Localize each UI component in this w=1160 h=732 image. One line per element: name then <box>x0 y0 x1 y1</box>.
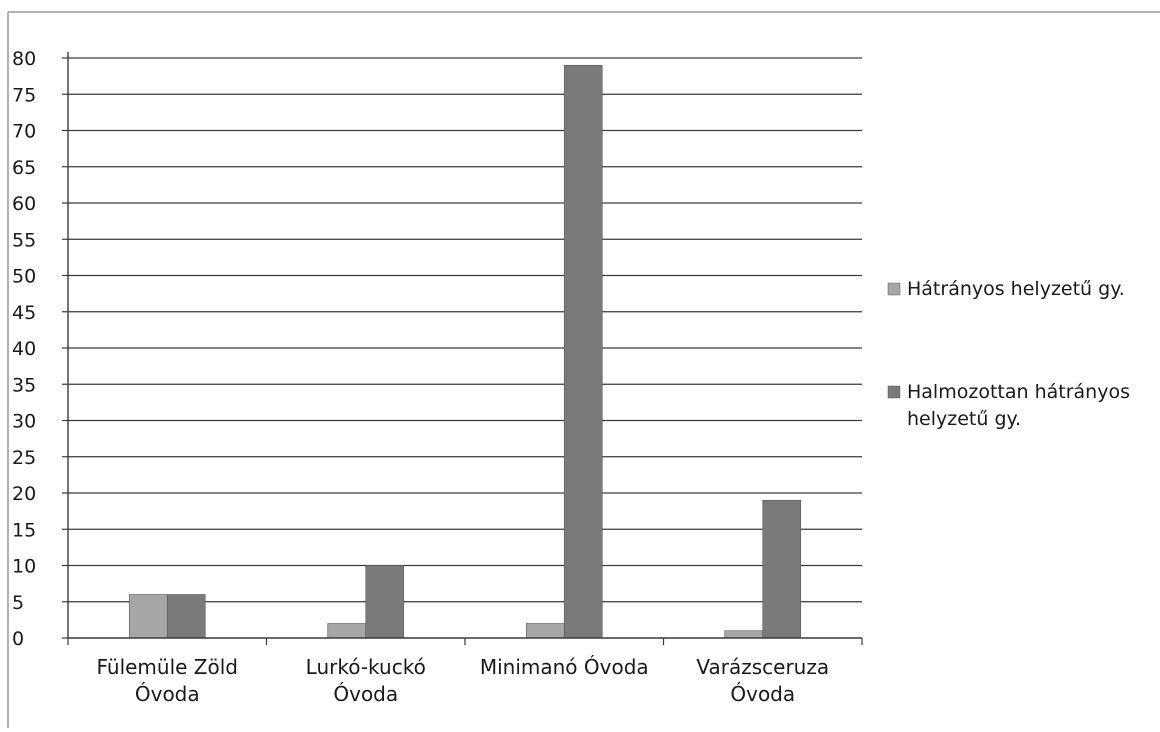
y-tick-label: 0 <box>12 628 24 650</box>
y-tick-label: 50 <box>12 266 36 288</box>
legend-swatch <box>887 385 901 399</box>
y-tick-label: 5 <box>12 592 24 614</box>
y-tick-label: 20 <box>12 483 36 505</box>
x-tick-label: Varázsceruza <box>696 655 829 679</box>
bar <box>525 623 565 639</box>
y-tick-label: 35 <box>12 374 36 396</box>
legend-label: Halmozottan hátrányos <box>907 381 1130 403</box>
y-tick-label: 55 <box>12 229 36 251</box>
y-tick-label: 25 <box>12 447 36 469</box>
y-tick-label: 45 <box>12 302 36 324</box>
y-tick-label: 30 <box>12 411 36 433</box>
legend-swatch <box>887 282 901 296</box>
x-tick-label: Óvoda <box>333 682 398 706</box>
bar <box>724 630 764 639</box>
legend-label: Hátrányos helyzetű gy. <box>907 278 1125 300</box>
x-tick-label: Óvoda <box>730 682 795 706</box>
bars <box>128 64 802 639</box>
x-tick-label: Lurkó-kuckó <box>306 655 426 679</box>
x-axis: Fülemüle Zöld Óvoda Lurkó-kuckó Óvoda Minima… <box>67 52 863 706</box>
y-tick-label: 70 <box>12 121 36 143</box>
bar <box>563 64 603 639</box>
y-tick-label: 10 <box>12 556 36 578</box>
x-tick-label: Óvoda <box>135 682 200 706</box>
bar <box>128 594 168 639</box>
bar <box>365 565 405 639</box>
legend: Hátrányos helyzetű gy. Halmozottan hátrán… <box>887 278 1130 430</box>
gridlines <box>68 57 862 603</box>
bar <box>327 623 367 639</box>
bar <box>762 499 802 639</box>
y-tick-label: 75 <box>12 84 36 106</box>
legend-label: helyzetű gy. <box>907 408 1021 430</box>
y-tick-label: 65 <box>12 157 36 179</box>
y-tick-label: 15 <box>12 519 36 541</box>
x-tick-label: Fülemüle Zöld <box>96 655 238 679</box>
y-tick-label: 40 <box>12 338 36 360</box>
y-tick-label: 80 <box>12 48 36 70</box>
y-tick-label: 60 <box>12 193 36 215</box>
x-tick-label: Minimanó Óvoda <box>480 655 649 679</box>
y-axis-ticks: 0 5 10 15 20 25 30 35 40 45 50 55 60 65 70 75 80 <box>12 48 68 650</box>
bar <box>166 594 206 639</box>
